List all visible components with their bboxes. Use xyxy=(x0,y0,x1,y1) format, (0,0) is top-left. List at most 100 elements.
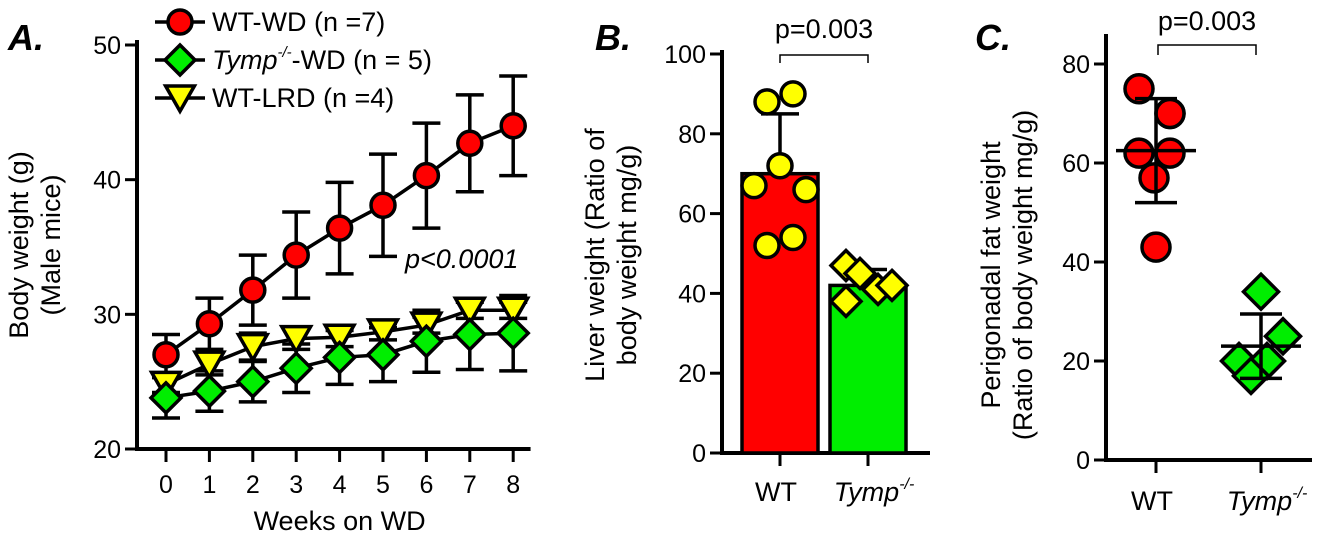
data-point-diamond xyxy=(235,364,271,400)
p-value-annotation-c: p=0.003 xyxy=(1158,6,1256,36)
data-point-triangle-down xyxy=(322,323,358,354)
data-point-triangle-down xyxy=(452,296,488,328)
bar-wt xyxy=(740,171,820,455)
data-point-circle xyxy=(1138,162,1170,194)
data-point-diamond xyxy=(408,323,444,359)
data-point-circle xyxy=(792,175,820,204)
y-tick-label-c: 0 xyxy=(1076,447,1090,475)
data-point-circle xyxy=(753,88,781,116)
data-point-circle xyxy=(1123,73,1155,105)
y-tick-label-c: 40 xyxy=(1062,249,1090,277)
data-point-circle xyxy=(499,112,527,140)
data-point-diamond xyxy=(1241,271,1281,312)
data-point-circle xyxy=(1154,137,1186,169)
x-tick-label-a: 0 xyxy=(159,471,173,499)
data-point-circle xyxy=(239,276,267,304)
data-point-diamond xyxy=(452,317,488,353)
data-point-circle xyxy=(325,214,354,242)
data-point-circle xyxy=(766,151,794,180)
y-tick-label-c: 80 xyxy=(1062,51,1090,79)
data-point-circle xyxy=(753,231,781,260)
data-point-circle xyxy=(779,80,807,108)
legend-text: WT-LRD (n =4) xyxy=(212,83,394,113)
data-point-diamond xyxy=(828,283,864,319)
data-point-triangle-down xyxy=(235,332,271,364)
legend-text: WT-WD (n =7) xyxy=(212,7,385,37)
x-tick-label-a: 6 xyxy=(419,471,433,499)
significance-bracket xyxy=(779,54,869,63)
data-point-circle xyxy=(1140,231,1172,263)
legend-marker xyxy=(162,42,198,78)
data-point-circle xyxy=(1154,97,1186,130)
data-point-diamond xyxy=(278,350,314,386)
legend-entry: Tymp-/--WD (n = 5) xyxy=(212,44,432,75)
panel-label-b: B. xyxy=(595,17,631,58)
category-label-text: WT xyxy=(1131,486,1173,516)
x-tick-label-c: Tymp-/- xyxy=(1227,485,1308,516)
x-tick-label-b: WT xyxy=(755,477,797,507)
legend-superscript: -/- xyxy=(278,44,292,61)
data-point-diamond xyxy=(874,267,910,303)
significance-bracket xyxy=(1157,44,1257,55)
y-tick-label-a: 50 xyxy=(93,32,121,60)
x-tick-label-a: 1 xyxy=(202,471,216,499)
data-point-triangle-down xyxy=(191,350,227,381)
data-point-circle xyxy=(369,191,397,220)
data-point-triangle-down xyxy=(365,318,401,349)
y-tick-label-b: 60 xyxy=(678,201,706,229)
data-point-diamond xyxy=(365,337,401,373)
x-tick-label-a: 2 xyxy=(246,471,260,499)
category-label-text: Tymp xyxy=(1227,486,1293,516)
data-point-diamond xyxy=(148,380,184,416)
data-point-circle xyxy=(1123,137,1155,169)
category-label-text: Tymp xyxy=(834,477,900,507)
legend-entry: WT-LRD (n =4) xyxy=(212,83,394,113)
p-value-annotation-b: p=0.003 xyxy=(775,14,873,44)
data-point-circle xyxy=(412,161,441,190)
data-point-circle xyxy=(779,223,807,252)
category-label-text: WT xyxy=(755,477,797,507)
panel-label-a: A. xyxy=(7,17,44,58)
y-tick-label-c: 60 xyxy=(1062,150,1090,178)
data-point-diamond xyxy=(322,339,358,375)
y-tick-label-b: 100 xyxy=(664,41,706,69)
x-tick-label-a: 4 xyxy=(333,471,347,499)
data-point-circle xyxy=(152,340,180,369)
y-tick-label-c: 20 xyxy=(1062,348,1090,376)
y-tick-label-b: 40 xyxy=(678,280,706,308)
data-point-circle xyxy=(282,241,310,269)
y-axis-label-c-line1: Perigonadal fat weight xyxy=(976,141,1006,409)
y-tick-label-b: 80 xyxy=(678,121,706,149)
data-point-circle xyxy=(195,310,224,338)
panel-label-c: C. xyxy=(975,17,1011,58)
category-label-superscript: -/- xyxy=(899,476,914,493)
y-axis-label-b-line2: body weight mg/g) xyxy=(612,145,642,366)
y-tick-label-a: 30 xyxy=(93,301,121,329)
y-tick-label-a: 20 xyxy=(93,436,121,464)
category-label-superscript: -/- xyxy=(1292,485,1307,502)
x-tick-label-c: WT xyxy=(1131,486,1173,516)
legend-marker xyxy=(162,84,198,115)
legend-text: -WD (n = 5) xyxy=(292,45,432,75)
x-tick-label-a: 8 xyxy=(506,471,520,499)
legend-marker xyxy=(166,8,194,36)
legend-italic: Tymp xyxy=(212,45,278,75)
legend-entry: WT-WD (n =7) xyxy=(212,7,385,37)
x-tick-label-a: 7 xyxy=(463,471,477,499)
y-tick-label-a: 40 xyxy=(93,167,121,195)
data-point-triangle-down xyxy=(495,296,531,328)
p-value-annotation: p<0.0001 xyxy=(404,244,518,274)
x-tick-label-a: 5 xyxy=(376,471,390,499)
x-tick-label-b: Tymp-/- xyxy=(834,476,915,507)
y-axis-label-a-line1: Body weight (g) xyxy=(4,151,34,339)
y-axis-label-c-line2: (Ratio of body weight mg/g) xyxy=(1008,110,1038,440)
y-tick-label-b: 0 xyxy=(692,440,706,468)
x-axis-label-a: Weeks on WD xyxy=(254,506,426,536)
data-point-diamond xyxy=(842,255,878,291)
y-axis-label-a-line2: (Male mice) xyxy=(36,174,66,315)
data-point-diamond xyxy=(191,373,227,409)
y-axis-label-b-line1: Liver weight (Ratio of xyxy=(580,128,610,382)
data-point-circle xyxy=(456,129,484,158)
data-point-triangle-down xyxy=(278,324,314,356)
